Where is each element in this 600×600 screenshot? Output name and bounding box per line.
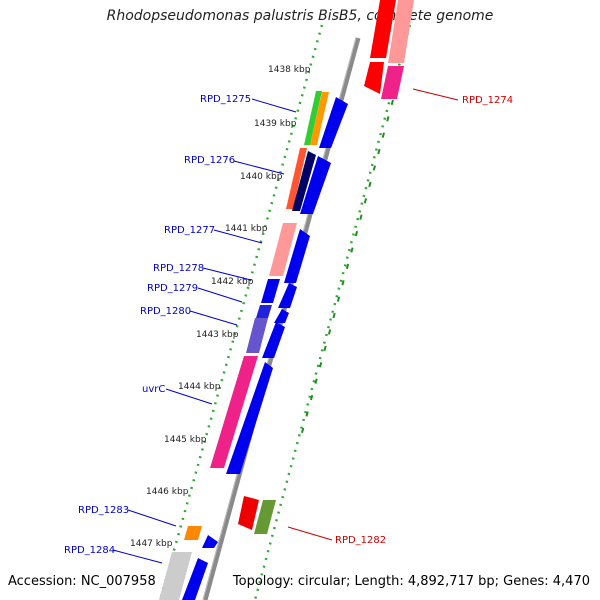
leader-line xyxy=(412,88,459,101)
gene-block-red xyxy=(286,148,307,209)
gene-arrow-blue xyxy=(300,156,331,214)
gene-arrow-navy xyxy=(292,151,316,211)
gene-arrow-blue xyxy=(182,558,208,600)
label-leader-lines xyxy=(112,88,459,564)
gene-label-left: RPD_1279 xyxy=(147,283,198,294)
gene-arrow-blue xyxy=(274,309,289,323)
tick-label: 1444 kbp xyxy=(178,382,221,392)
leader-line xyxy=(233,160,285,175)
tick-label: 1438 kbp xyxy=(268,65,311,75)
gene-label-left: RPD_1283 xyxy=(78,505,129,516)
gene-block-pink xyxy=(269,223,297,276)
gene-label-right: RPD_1274 xyxy=(462,95,513,106)
leader-line xyxy=(189,310,238,326)
leader-line xyxy=(127,509,177,527)
gene-block-olive xyxy=(254,500,276,534)
tick-labels: 1438 kbp 1439 kbp 1440 kbp 1441 kbp 1442… xyxy=(130,65,311,549)
gene-label-left: RPD_1275 xyxy=(200,94,251,105)
tick-label: 1446 kbp xyxy=(146,487,189,497)
tick-label: 1445 kbp xyxy=(164,435,207,445)
gene-arrow-blue xyxy=(202,535,218,548)
gene-label-left: RPD_1278 xyxy=(153,263,204,274)
gene-features xyxy=(159,0,414,600)
gene-block-magenta-top xyxy=(381,66,404,99)
gene-label-right: RPD_1282 xyxy=(335,535,386,546)
gene-arrow-blue xyxy=(284,229,310,283)
gene-block-violet xyxy=(246,318,268,353)
gene-label-left: RPD_1277 xyxy=(164,225,215,236)
gene-block-green xyxy=(304,91,322,145)
gene-block-orange xyxy=(310,92,329,145)
gene-block-blue xyxy=(261,279,280,303)
tick-label: 1441 kbp xyxy=(225,224,268,234)
gene-block-orange xyxy=(184,526,202,540)
leader-line xyxy=(165,388,213,405)
tick-label: 1443 kbp xyxy=(196,330,239,340)
leader-line xyxy=(202,267,252,281)
gene-label-left: uvrC xyxy=(142,384,165,395)
topology-text: Topology: circular; Length: 4,892,717 bp… xyxy=(232,574,590,589)
gene-labels: RPD_1275 RPD_1276 RPD_1277 RPD_1278 RPD_… xyxy=(64,94,513,556)
gene-block-magenta xyxy=(210,356,258,468)
gene-arrow-red xyxy=(238,496,259,530)
leader-line xyxy=(213,229,263,244)
tick-label: 1442 kbp xyxy=(211,277,254,287)
gene-block-blue xyxy=(256,305,272,318)
accession-text: Accession: NC_007958 xyxy=(8,574,156,589)
leader-line xyxy=(197,287,243,303)
leader-line xyxy=(112,549,163,564)
leader-line xyxy=(287,526,333,541)
gene-label-left: RPD_1284 xyxy=(64,545,115,556)
gene-arrow-blue xyxy=(226,362,273,474)
gene-arrow-red xyxy=(364,62,384,94)
inner-right-dashed-guide xyxy=(299,99,394,441)
gene-arrow-blue xyxy=(262,322,285,358)
outer-left-dotted-guide xyxy=(158,24,324,600)
gene-arrow-blue xyxy=(319,97,348,148)
gene-label-left: RPD_1276 xyxy=(184,155,235,166)
tick-label: 1447 kbp xyxy=(130,539,173,549)
outer-right-dotted-guide xyxy=(253,24,412,600)
gene-block-pink-top xyxy=(388,0,414,63)
gene-arrow-blue xyxy=(278,283,297,308)
gene-block-gray xyxy=(159,552,192,600)
tick-label: 1439 kbp xyxy=(254,119,297,129)
gene-block-red-top xyxy=(370,0,396,58)
tick-label: 1440 kbp xyxy=(240,172,283,182)
gene-label-left: RPD_1280 xyxy=(140,306,191,317)
leader-line xyxy=(251,98,297,113)
